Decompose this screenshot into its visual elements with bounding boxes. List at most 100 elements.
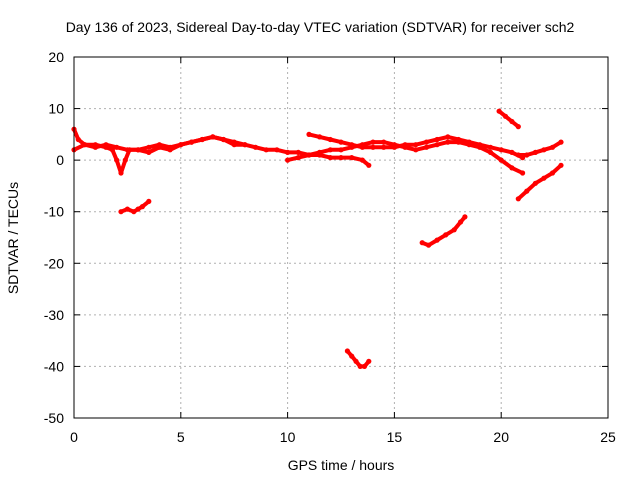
data-point: [338, 155, 344, 161]
data-point: [146, 198, 152, 204]
data-point: [434, 136, 440, 143]
data-point: [524, 188, 530, 194]
data-point: [370, 144, 376, 150]
data-point: [445, 134, 451, 140]
data-point: [366, 162, 372, 168]
data-point: [103, 142, 109, 148]
data-point: [82, 142, 88, 148]
data-point: [349, 155, 355, 161]
data-point: [124, 206, 130, 212]
data-point: [156, 142, 162, 148]
data-point: [338, 147, 344, 153]
data-point: [498, 147, 504, 153]
data-point: [285, 149, 291, 155]
y-tick-label: 0: [56, 152, 64, 168]
data-point: [285, 157, 291, 163]
data-point: [114, 144, 120, 150]
data-point: [381, 144, 387, 150]
data-point: [549, 144, 556, 150]
data-point: [445, 139, 451, 145]
data-point: [122, 157, 128, 163]
data-point: [413, 147, 419, 153]
y-tick-label: -10: [44, 204, 64, 220]
data-point: [167, 144, 173, 150]
data-point: [220, 136, 227, 143]
data-point: [317, 152, 323, 158]
data-point: [391, 144, 397, 150]
data-point: [515, 124, 521, 130]
data-point: [434, 142, 440, 148]
x-tick-label: 25: [600, 429, 616, 445]
data-point: [466, 139, 472, 145]
data-point: [423, 144, 429, 150]
x-tick-label: 0: [70, 429, 78, 445]
data-point: [118, 170, 124, 176]
data-point: [146, 149, 152, 155]
data-point: [455, 136, 462, 143]
data-point: [434, 237, 440, 243]
data-point: [426, 242, 432, 248]
data-point: [477, 142, 483, 148]
data-point: [210, 134, 216, 140]
data-point: [402, 142, 408, 148]
data-point: [509, 149, 515, 155]
data-point: [306, 131, 312, 137]
data-point: [114, 157, 120, 163]
data-point: [139, 204, 145, 210]
data-point: [359, 157, 365, 163]
data-point: [135, 206, 141, 212]
data-point: [496, 108, 502, 114]
data-point: [502, 113, 509, 119]
data-point: [295, 149, 301, 155]
data-point: [344, 348, 350, 354]
data-point: [462, 214, 468, 220]
data-point: [423, 139, 429, 145]
data-point: [370, 139, 376, 145]
data-point: [558, 162, 564, 168]
y-axis-label: SDTVAR / TECUs: [5, 181, 21, 295]
data-point: [487, 149, 494, 155]
plot-frame: [73, 56, 609, 419]
data-point: [349, 142, 355, 148]
y-tick-label: -40: [44, 358, 64, 374]
data-point: [263, 147, 269, 153]
y-tick-label: -30: [44, 307, 64, 323]
data-point: [366, 358, 372, 364]
data-point: [509, 165, 515, 171]
data-point: [178, 142, 184, 148]
data-point: [515, 196, 521, 202]
data-point: [509, 118, 515, 125]
data-point: [327, 155, 333, 161]
data-point: [541, 175, 547, 181]
data-point: [520, 170, 526, 176]
data-point: [231, 139, 237, 145]
data-arc-arc-8: [497, 109, 521, 129]
data-point: [515, 152, 521, 158]
x-axis-label: GPS time / hours: [287, 457, 395, 473]
data-point: [419, 240, 425, 246]
data-point: [92, 144, 98, 150]
data-point: [135, 147, 141, 153]
data-point: [118, 209, 124, 215]
data-point: [253, 144, 259, 150]
data-point: [498, 157, 504, 163]
data-arc-arc-9: [516, 163, 563, 201]
data-point: [349, 353, 355, 359]
data-point: [242, 142, 248, 148]
data-point: [327, 147, 333, 153]
data-point: [549, 170, 556, 176]
data-point: [338, 139, 344, 145]
data-point: [188, 139, 195, 145]
data-point: [124, 147, 130, 153]
x-tick-label: 5: [177, 429, 185, 445]
data-point: [381, 139, 387, 145]
x-tick-label: 20: [493, 429, 509, 445]
y-tick-label: -50: [44, 410, 64, 426]
data-point: [541, 147, 547, 153]
data-point: [558, 139, 564, 145]
x-tick-label: 10: [280, 429, 296, 445]
data-point: [199, 136, 205, 143]
y-tick-label: 20: [48, 49, 64, 65]
data-point: [532, 180, 539, 186]
